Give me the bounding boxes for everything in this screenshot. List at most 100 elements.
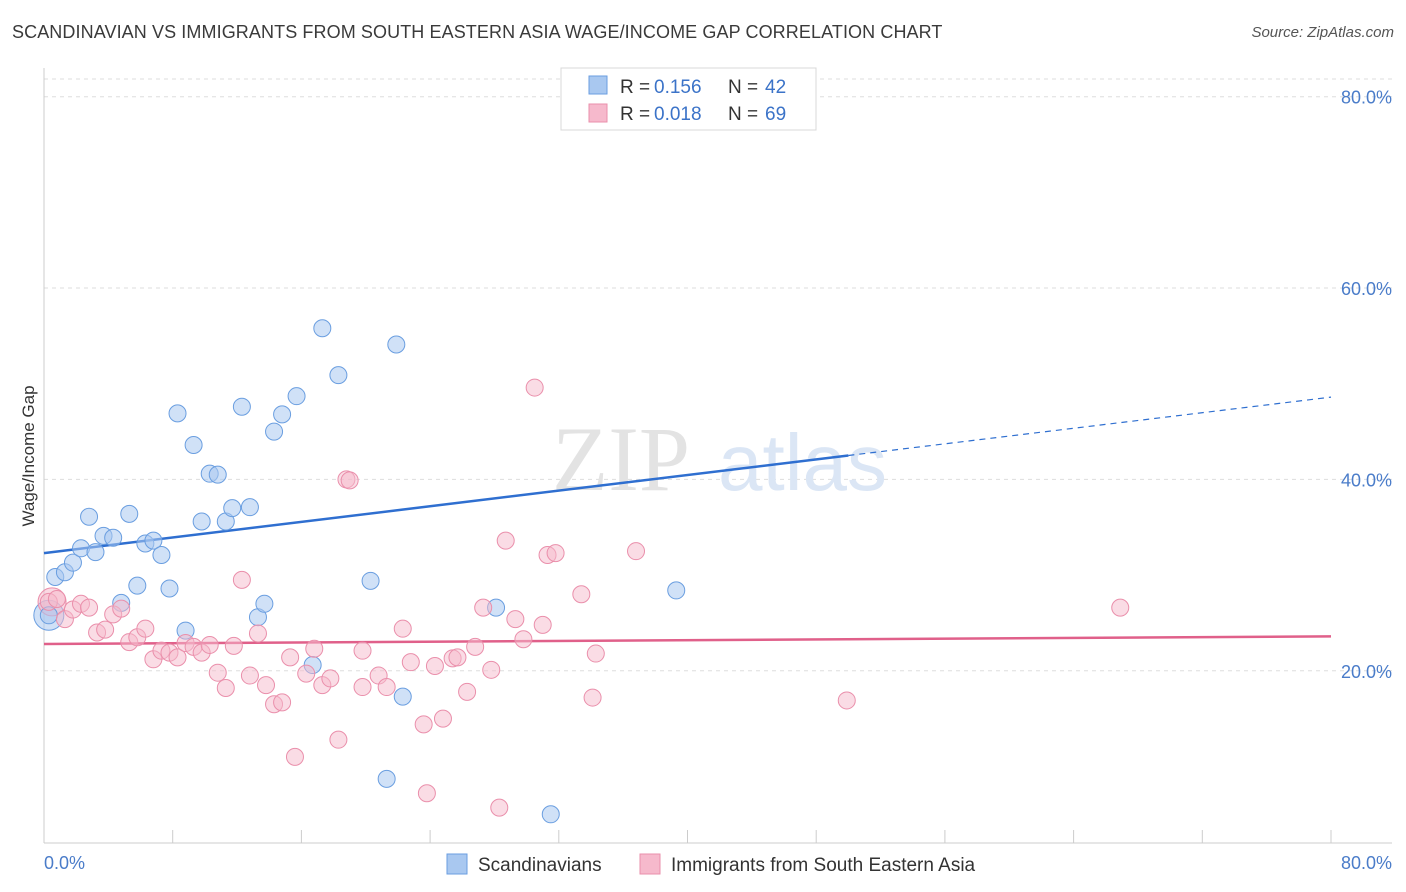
x-tick-marks <box>43 830 1332 843</box>
point-immigrants <box>627 542 646 561</box>
point-immigrants <box>414 715 433 734</box>
point-scandinavians <box>160 579 179 598</box>
data-points <box>33 102 1130 824</box>
point-immigrants <box>224 636 243 655</box>
y-axis-label: Wage/Income Gap <box>19 385 38 526</box>
point-scandinavians <box>393 687 412 706</box>
point-scandinavians <box>192 512 211 531</box>
bottom-legend-swatch-scandinavians <box>446 853 468 875</box>
y-tick-label-40: 40.0% <box>1341 470 1392 490</box>
point-scandinavians <box>144 531 163 550</box>
point-immigrants <box>586 644 605 663</box>
y-tick-labels: 20.0% 40.0% 60.0% 80.0% <box>1341 88 1392 682</box>
point-immigrants <box>273 693 292 712</box>
point-immigrants <box>257 676 276 695</box>
source-credit: Source: ZipAtlas.com <box>1251 24 1394 41</box>
point-immigrants <box>297 664 316 683</box>
point-immigrants <box>506 610 525 629</box>
point-scandinavians <box>667 581 686 600</box>
point-scandinavians <box>232 397 251 416</box>
legend-r-value-1: 0.156 <box>654 77 702 98</box>
point-immigrants <box>340 471 359 490</box>
trend-line-immigrants <box>43 635 1332 646</box>
legend-swatch-immigrants <box>588 103 608 123</box>
legend-n-value-2: 69 <box>765 104 786 125</box>
point-immigrants <box>837 691 856 710</box>
point-immigrants <box>208 663 227 682</box>
watermark-atlas: atlas <box>718 418 887 507</box>
point-immigrants <box>533 615 552 634</box>
point-scandinavians <box>104 528 123 547</box>
point-immigrants <box>112 599 131 618</box>
point-immigrants <box>417 784 436 803</box>
point-immigrants <box>393 619 412 638</box>
point-immigrants <box>321 669 340 688</box>
point-immigrants <box>474 598 493 617</box>
point-immigrants <box>80 598 99 617</box>
point-scandinavians <box>63 553 82 572</box>
point-immigrants <box>329 730 348 749</box>
point-scandinavians <box>329 366 348 385</box>
point-immigrants <box>514 630 533 649</box>
point-immigrants <box>546 544 565 563</box>
point-immigrants <box>377 678 396 697</box>
point-immigrants <box>572 585 591 604</box>
point-scandinavians <box>287 387 306 406</box>
point-immigrants <box>490 798 509 817</box>
legend-swatch-scandinavians <box>588 75 608 95</box>
point-immigrants <box>200 635 219 654</box>
point-immigrants <box>525 378 544 397</box>
point-scandinavians <box>313 319 332 338</box>
point-immigrants <box>232 570 251 589</box>
point-scandinavians <box>128 576 147 595</box>
point-immigrants <box>458 682 477 701</box>
legend-n-label-2: N = <box>728 104 758 125</box>
point-scandinavians <box>273 405 292 424</box>
bottom-legend-swatch-immigrants <box>639 853 661 875</box>
point-scandinavians <box>80 507 99 526</box>
point-immigrants <box>425 656 444 675</box>
point-scandinavians <box>387 335 406 354</box>
x-tick-label-max: 80.0% <box>1341 853 1392 873</box>
point-immigrants <box>433 709 452 728</box>
point-scandinavians <box>184 435 203 454</box>
y-tick-label-80: 80.0% <box>1341 88 1392 108</box>
point-scandinavians <box>265 422 284 441</box>
point-immigrants <box>466 637 485 656</box>
trend-lines <box>43 396 1332 646</box>
y-tick-label-60: 60.0% <box>1341 279 1392 299</box>
point-scandinavians <box>168 404 187 423</box>
legend-r-label-2: R = <box>620 104 650 125</box>
legend-r-value-2: 0.018 <box>654 104 702 125</box>
bottom-legend-label-immigrants: Immigrants from South Eastern Asia <box>671 855 976 876</box>
point-immigrants <box>482 660 501 679</box>
point-immigrants <box>353 678 372 697</box>
x-tick-label-min: 0.0% <box>44 853 85 873</box>
point-immigrants <box>248 624 267 643</box>
point-immigrants <box>305 639 324 658</box>
legend-n-value-1: 42 <box>765 77 786 98</box>
point-scandinavians <box>377 769 396 788</box>
point-scandinavians <box>255 594 274 613</box>
point-immigrants <box>353 641 372 660</box>
point-immigrants <box>1111 598 1130 617</box>
legend-n-label-1: N = <box>728 77 758 98</box>
watermark-zip: ZIP <box>552 408 690 510</box>
point-immigrants <box>401 653 420 672</box>
legend-r-label-1: R = <box>620 77 650 98</box>
point-immigrants <box>216 679 235 697</box>
chart-title: SCANDINAVIAN VS IMMIGRANTS FROM SOUTH EA… <box>12 22 943 42</box>
point-scandinavians <box>223 499 242 518</box>
point-immigrants <box>496 531 515 550</box>
point-immigrants <box>583 688 602 707</box>
series-legend: Scandinavians Immigrants from South East… <box>446 853 976 876</box>
point-immigrants <box>96 620 115 639</box>
point-scandinavians <box>240 498 259 517</box>
point-scandinavians <box>120 504 139 523</box>
point-immigrants <box>47 590 66 609</box>
stats-legend: R = 0.156 N = 42 R = 0.018 N = 69 <box>560 67 817 131</box>
point-immigrants <box>281 648 300 667</box>
y-tick-label-20: 20.0% <box>1341 662 1392 682</box>
point-scandinavians <box>541 805 560 824</box>
